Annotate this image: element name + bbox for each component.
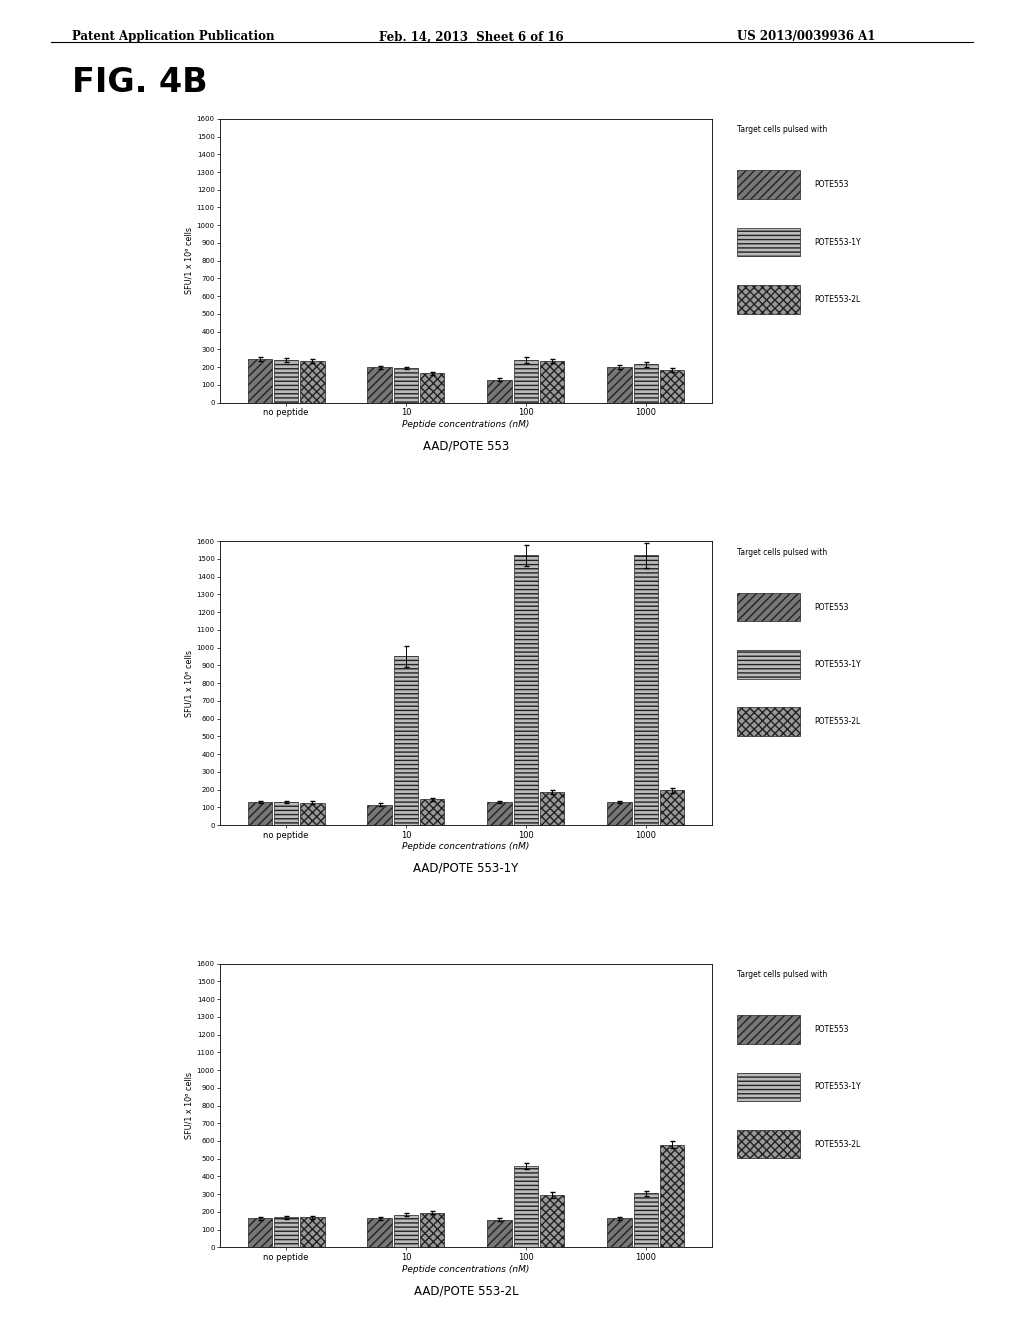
Bar bbox=[660, 791, 684, 825]
Bar bbox=[300, 803, 325, 825]
FancyBboxPatch shape bbox=[737, 285, 801, 314]
Text: POTE553-2L: POTE553-2L bbox=[815, 1139, 861, 1148]
Bar bbox=[514, 360, 538, 403]
Bar bbox=[487, 380, 512, 403]
Bar bbox=[487, 803, 512, 825]
Bar bbox=[660, 1144, 684, 1247]
FancyBboxPatch shape bbox=[737, 1015, 801, 1044]
Bar bbox=[248, 1218, 271, 1247]
Bar bbox=[394, 1214, 418, 1247]
Bar bbox=[660, 370, 684, 403]
FancyBboxPatch shape bbox=[737, 1130, 801, 1159]
Text: POTE553-1Y: POTE553-1Y bbox=[815, 660, 861, 669]
Bar bbox=[274, 803, 298, 825]
FancyBboxPatch shape bbox=[737, 227, 801, 256]
Bar bbox=[300, 360, 325, 403]
Bar bbox=[420, 1213, 444, 1247]
X-axis label: Peptide concentrations (nM): Peptide concentrations (nM) bbox=[402, 842, 529, 851]
Text: POTE553: POTE553 bbox=[815, 181, 849, 189]
Bar bbox=[607, 1218, 632, 1247]
Bar bbox=[540, 1195, 564, 1247]
Bar bbox=[368, 1218, 392, 1247]
Bar bbox=[634, 364, 657, 403]
Bar bbox=[274, 360, 298, 403]
X-axis label: Peptide concentrations (nM): Peptide concentrations (nM) bbox=[402, 1265, 529, 1274]
Text: AAD/POTE 553-1Y: AAD/POTE 553-1Y bbox=[414, 862, 518, 875]
Bar bbox=[420, 374, 444, 403]
Text: Target cells pulsed with: Target cells pulsed with bbox=[737, 125, 827, 135]
X-axis label: Peptide concentrations (nM): Peptide concentrations (nM) bbox=[402, 420, 529, 429]
Bar bbox=[514, 556, 538, 825]
Text: POTE553-1Y: POTE553-1Y bbox=[815, 1082, 861, 1092]
FancyBboxPatch shape bbox=[737, 1072, 801, 1101]
FancyBboxPatch shape bbox=[737, 708, 801, 737]
Bar bbox=[394, 368, 418, 403]
Bar bbox=[514, 1166, 538, 1247]
Bar bbox=[540, 792, 564, 825]
FancyBboxPatch shape bbox=[737, 170, 801, 199]
Bar bbox=[607, 803, 632, 825]
Text: POTE553: POTE553 bbox=[815, 603, 849, 611]
FancyBboxPatch shape bbox=[737, 651, 801, 678]
Bar bbox=[540, 360, 564, 403]
Bar bbox=[634, 556, 657, 825]
Bar bbox=[274, 1217, 298, 1247]
Text: POTE553-2L: POTE553-2L bbox=[815, 717, 861, 726]
Y-axis label: SFU/1 x 10⁶ cells: SFU/1 x 10⁶ cells bbox=[184, 227, 194, 294]
Bar bbox=[607, 367, 632, 403]
Y-axis label: SFU/1 x 10⁶ cells: SFU/1 x 10⁶ cells bbox=[184, 649, 194, 717]
Text: POTE553-2L: POTE553-2L bbox=[815, 294, 861, 304]
Text: POTE553: POTE553 bbox=[815, 1026, 849, 1034]
Bar bbox=[420, 800, 444, 825]
Text: AAD/POTE 553: AAD/POTE 553 bbox=[423, 440, 509, 453]
Text: FIG. 4B: FIG. 4B bbox=[72, 66, 207, 99]
Text: Target cells pulsed with: Target cells pulsed with bbox=[737, 970, 827, 979]
Bar bbox=[634, 1193, 657, 1247]
FancyBboxPatch shape bbox=[737, 593, 801, 622]
Bar bbox=[368, 367, 392, 403]
Bar bbox=[248, 359, 271, 403]
Text: US 2013/0039936 A1: US 2013/0039936 A1 bbox=[737, 30, 876, 44]
Bar bbox=[300, 1217, 325, 1247]
Text: Patent Application Publication: Patent Application Publication bbox=[72, 30, 274, 44]
Text: Feb. 14, 2013  Sheet 6 of 16: Feb. 14, 2013 Sheet 6 of 16 bbox=[379, 30, 563, 44]
Bar bbox=[394, 656, 418, 825]
Bar bbox=[368, 805, 392, 825]
Y-axis label: SFU/1 x 10⁶ cells: SFU/1 x 10⁶ cells bbox=[184, 1072, 194, 1139]
Bar bbox=[248, 803, 271, 825]
Text: POTE553-1Y: POTE553-1Y bbox=[815, 238, 861, 247]
Text: AAD/POTE 553-2L: AAD/POTE 553-2L bbox=[414, 1284, 518, 1298]
Bar bbox=[487, 1220, 512, 1247]
Text: Target cells pulsed with: Target cells pulsed with bbox=[737, 548, 827, 557]
